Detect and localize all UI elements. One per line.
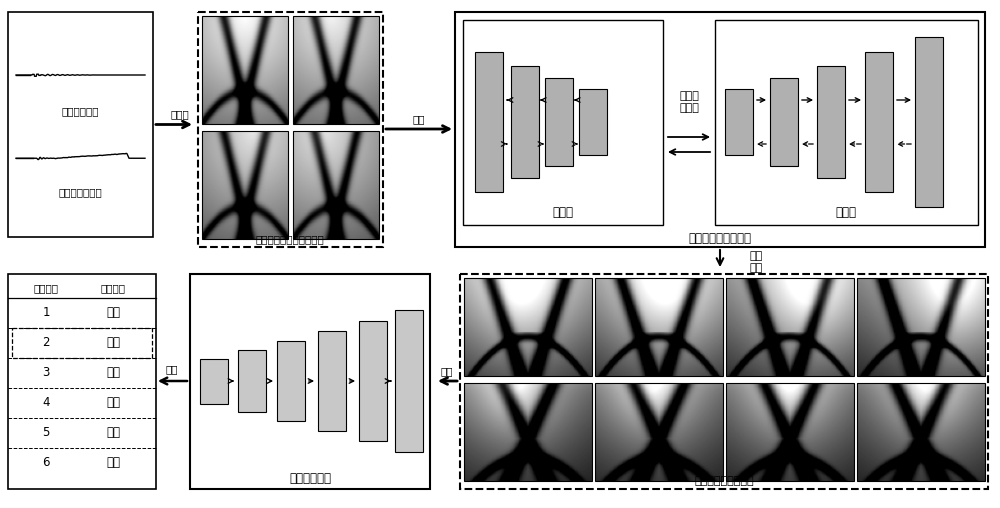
Bar (865, 52, 893, 192)
Bar (238, 350, 266, 412)
Bar (12, 328, 152, 358)
Bar (595, 278, 723, 376)
Text: 生成器: 生成器 (836, 206, 856, 219)
Text: 线路编号: 线路编号 (34, 283, 58, 293)
Bar (190, 274, 430, 489)
Bar (857, 383, 985, 481)
Bar (8, 12, 153, 237)
Bar (200, 359, 228, 404)
Bar (202, 131, 288, 239)
Bar (293, 16, 379, 124)
Text: 样本不均衡待增强样本集: 样本不均衡待增强样本集 (256, 234, 324, 244)
Text: 循环对
抗训练: 循环对 抗训练 (679, 91, 699, 113)
Bar (464, 278, 592, 376)
Bar (595, 383, 723, 481)
Bar (318, 331, 346, 431)
Bar (202, 16, 288, 124)
Bar (359, 321, 387, 441)
Text: 健全: 健全 (106, 306, 120, 320)
Text: 训练: 训练 (441, 366, 453, 376)
Bar (817, 66, 845, 178)
Bar (579, 89, 607, 155)
Bar (475, 52, 503, 192)
Text: 健全: 健全 (106, 397, 120, 409)
Bar (277, 341, 305, 421)
Text: 6: 6 (42, 457, 50, 469)
Text: 故障馈线波形: 故障馈线波形 (61, 106, 99, 116)
Text: 样本均衡增强样本集: 样本均衡增强样本集 (694, 476, 754, 486)
Bar (857, 278, 985, 376)
Bar (726, 383, 854, 481)
Text: 卷积神经网络: 卷积神经网络 (289, 472, 331, 486)
Text: 输入: 输入 (413, 114, 425, 124)
Bar (463, 20, 663, 225)
Text: 1: 1 (42, 306, 50, 320)
Text: 健全: 健全 (106, 366, 120, 379)
Text: 4: 4 (42, 397, 50, 409)
Bar (915, 37, 943, 207)
Text: 3: 3 (42, 366, 50, 379)
Text: 数据
增强: 数据 增强 (750, 251, 763, 273)
Text: 故障: 故障 (106, 336, 120, 350)
Bar (460, 274, 988, 489)
Text: 条件式生成对抗网络: 条件式生成对抗网络 (688, 233, 752, 245)
Bar (198, 12, 383, 247)
Text: 识别结果: 识别结果 (100, 283, 126, 293)
Text: 健全: 健全 (106, 427, 120, 439)
Bar (395, 310, 423, 452)
Bar (8, 274, 156, 489)
Text: 健全: 健全 (106, 457, 120, 469)
Bar (455, 12, 985, 247)
Text: 判别器: 判别器 (552, 206, 574, 219)
Bar (293, 131, 379, 239)
Bar (545, 78, 573, 166)
Bar (715, 20, 978, 225)
Text: 图像化: 图像化 (171, 110, 189, 119)
Bar (464, 383, 592, 481)
Bar (725, 89, 753, 155)
Text: 2: 2 (42, 336, 50, 350)
Text: 识别: 识别 (166, 364, 178, 374)
Bar (770, 78, 798, 166)
Bar (511, 66, 539, 178)
Bar (726, 278, 854, 376)
Text: 5: 5 (42, 427, 50, 439)
Text: 非故障馈线波形: 非故障馈线波形 (58, 187, 102, 197)
